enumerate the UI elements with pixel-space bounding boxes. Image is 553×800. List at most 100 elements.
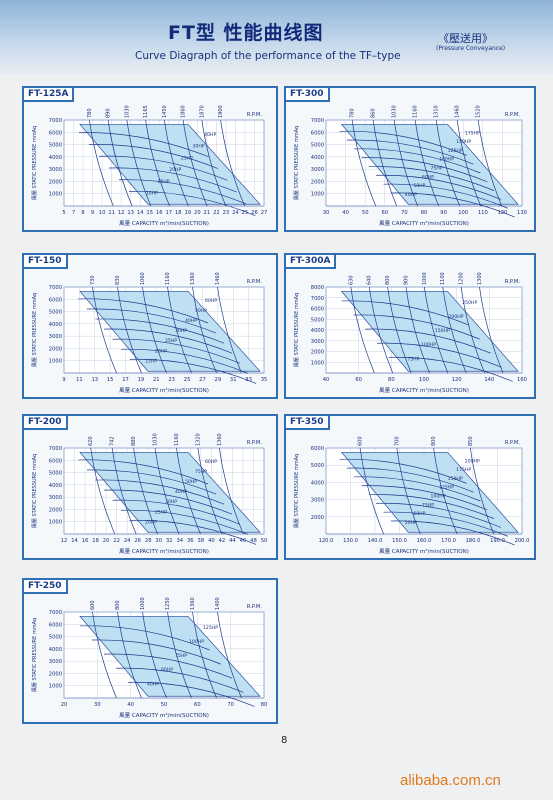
rpm-line [387,286,412,374]
sky-banner [0,0,553,75]
x-tick-label: 31 [230,377,237,383]
hp-label: 125HP [439,485,454,491]
hp-label: 60HP [413,511,425,517]
performance-region [340,290,519,372]
y-tick-label: 7000 [311,118,324,124]
hp-label: 75HP [175,653,187,659]
rpm-label: 1870 [199,105,205,118]
chart-svg: 30 40 50 60 70 80 90 100 110 120 130 1000 2000 3000 40… [294,105,527,227]
rpm-label: 800 [385,275,391,285]
hp-label: 20HP [145,519,157,525]
hp-curve [112,338,241,364]
x-tick-label: 60 [381,210,388,216]
hp-curve [98,155,228,181]
x-tick-label: 15 [146,210,153,216]
hp-label: 40HP [405,192,417,198]
x-tick-label: 12 [61,538,68,544]
hp-curve [128,191,256,216]
rpm-label: 830 [115,275,121,285]
rpm-label: 1250 [165,597,171,610]
rpm-line [435,119,461,207]
x-tick-label: 22 [113,538,120,544]
x-tick-label: 46 [240,538,247,544]
hp-label: 175HP [456,467,471,473]
x-axis-label: 風量 CAPACITY m³/min(SUCTION) [119,548,209,555]
x-tick-label: 28 [145,538,152,544]
hp-curve [95,318,225,344]
hp-label: 30HP [175,328,187,334]
rpm-line [182,119,208,207]
x-tick-label: 120 [452,377,462,383]
y-tick-label: 6000 [49,297,62,303]
x-tick-label: 160.0 [417,538,432,544]
hp-curve [354,148,481,174]
y-tick-label: 3000 [49,334,62,340]
mode-label-en: (Pressure Conveyance) [436,45,506,52]
x-tick-label: 29 [215,377,222,383]
x-tick-label: 20 [61,702,68,708]
chart-svg: 5 7 8 9 10 11 12 13 14 15 16 17 18 19 20 21 22 23 24 25 26 27… [32,105,267,227]
x-tick-label: 34 [176,538,183,544]
rpm-label: 1360 [190,272,196,285]
x-tick-label: 11 [108,210,115,216]
hp-label: 30HP [165,499,177,505]
y-tick-label: 7000 [49,118,62,124]
rpm-label: 780 [350,108,356,118]
rpm-label: 700 [394,436,400,446]
rpm-line [396,447,421,535]
hp-curve [361,157,488,183]
hp-curve [390,192,515,218]
hp-label: 20HP [155,348,167,354]
hp-label: 75HP [422,502,434,508]
x-tick-label: 110 [478,210,488,216]
x-tick-label: 20 [194,210,201,216]
hp-label: 50HP [195,308,207,314]
rpm-line [133,447,158,535]
x-tick-label: 17 [122,377,129,383]
y-tick-label: 7000 [311,296,324,302]
hp-curve [390,520,515,546]
hp-curve [388,356,513,382]
chart-svg: 120.0 130.0 140.0 150.0 160.0 170.0 180.0 190.0… [294,436,529,555]
rpm-line [145,119,170,207]
x-tick-label: 24 [232,210,239,216]
x-tick-label: 100 [458,210,468,216]
rpm-line [90,447,116,535]
x-tick-label: 9 [62,377,65,383]
chart-panel-ft-250: FT-250 20 30 40 50 60 70 80 1000 2000 3000 4000 5000… [22,578,278,724]
x-tick-label: 20 [103,538,110,544]
x-tick-label: 120.0 [319,538,334,544]
x-tick-label: 80 [388,377,395,383]
hp-label: 150HP [448,476,463,482]
rpm-line [217,611,242,699]
rpm-label: 1400 [215,597,221,610]
y-tick-label: 7000 [49,610,62,616]
y-tick-label: 4000 [49,155,62,161]
y-tick-label: 2000 [311,350,324,356]
x-tick-label: 24 [124,538,131,544]
y-tick-label: 1000 [49,192,62,198]
hp-label: 25HP [165,338,177,344]
chart-title: FT-250 [22,578,68,594]
chart-svg: 20 30 40 50 60 70 80 1000 2000 3000 4000 5000 6000 70… [32,597,267,719]
x-tick-label: 12 [118,210,125,216]
x-tick-label: 18 [92,538,99,544]
chart-panel-ft-125a: FT-125A 5 7 8 9 10 11 12 13 14 15 16 17 18 19 20 21 22 23 2… [22,86,278,232]
rpm-label: 1450 [162,105,168,118]
chart-panel-ft-300: FT-300 30 40 50 60 70 80 90 100 110 120 130 1000 2000… [284,86,536,232]
y-tick-label: 6000 [311,446,324,452]
performance-region [79,290,261,372]
rpm-unit-label: R.P.M. [247,279,263,285]
hp-curve [365,328,491,354]
y-axis-label: 風壓 STATIC PRESSURE mmAq [32,454,38,528]
rpm-label: 1030 [153,433,159,446]
y-axis-label: 風壓 STATIC PRESSURE mmAq [294,293,300,367]
rpm-label: 1160 [165,272,171,285]
y-tick-label: 2000 [311,515,324,521]
y-tick-label: 4000 [311,480,324,486]
y-tick-label: 3000 [49,659,62,665]
hp-label: 50HP [413,183,425,189]
x-tick-label: 23 [168,377,175,383]
watermark: alibaba.com.cn [400,772,501,789]
hp-label: 125HP [203,625,218,631]
